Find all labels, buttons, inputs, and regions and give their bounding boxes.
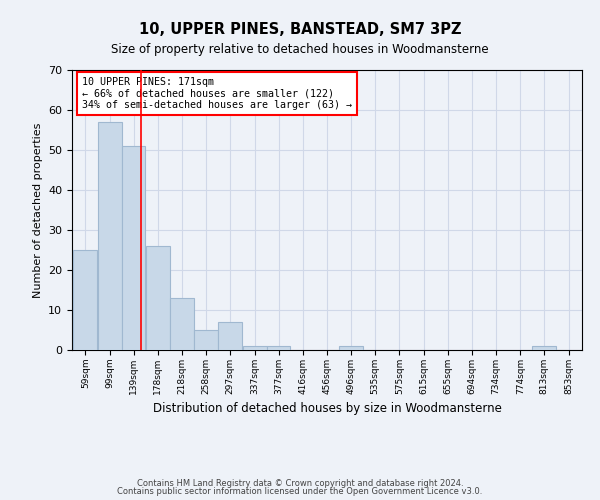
Bar: [532, 346, 556, 350]
Bar: [218, 322, 242, 350]
Bar: [98, 122, 122, 350]
Bar: [170, 298, 194, 350]
Bar: [242, 346, 266, 350]
Text: 10 UPPER PINES: 171sqm
← 66% of detached houses are smaller (122)
34% of semi-de: 10 UPPER PINES: 171sqm ← 66% of detached…: [82, 77, 352, 110]
Bar: [267, 346, 290, 350]
Bar: [340, 346, 363, 350]
Text: Contains HM Land Registry data © Crown copyright and database right 2024.: Contains HM Land Registry data © Crown c…: [137, 478, 463, 488]
Bar: [146, 246, 170, 350]
Text: 10, UPPER PINES, BANSTEAD, SM7 3PZ: 10, UPPER PINES, BANSTEAD, SM7 3PZ: [139, 22, 461, 38]
Text: Contains public sector information licensed under the Open Government Licence v3: Contains public sector information licen…: [118, 487, 482, 496]
Bar: [73, 250, 97, 350]
X-axis label: Distribution of detached houses by size in Woodmansterne: Distribution of detached houses by size …: [152, 402, 502, 415]
Y-axis label: Number of detached properties: Number of detached properties: [32, 122, 43, 298]
Text: Size of property relative to detached houses in Woodmansterne: Size of property relative to detached ho…: [111, 42, 489, 56]
Bar: [194, 330, 218, 350]
Bar: [122, 146, 145, 350]
